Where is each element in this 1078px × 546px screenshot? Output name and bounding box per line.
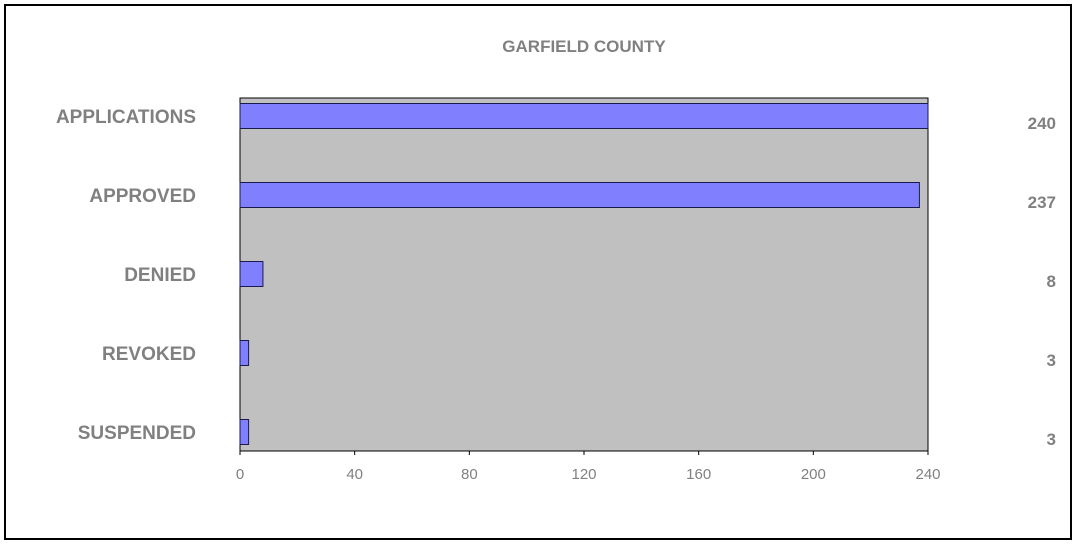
plot-area: [239, 97, 929, 452]
category-label: APPLICATIONS: [56, 107, 196, 128]
bar-revoked: [239, 340, 250, 366]
value-label: 8: [1047, 272, 1056, 291]
bar-denied: [239, 261, 264, 287]
category-label: APPROVED: [89, 186, 196, 207]
bar-approved: [239, 182, 920, 208]
x-tick-label: 160: [686, 466, 711, 483]
bars-group: [239, 103, 929, 445]
value-label: 237: [1028, 193, 1056, 212]
x-tick-label: 40: [346, 466, 363, 483]
category-label: DENIED: [124, 265, 196, 286]
x-tick-label: 0: [236, 466, 244, 483]
x-tick-label: 240: [915, 466, 940, 483]
category-label: REVOKED: [102, 344, 196, 365]
value-label: 3: [1047, 351, 1056, 370]
bar-applications: [239, 103, 929, 129]
category-label: SUSPENDED: [78, 423, 196, 444]
x-axis-ticks: 0 40 80 120 160 200 240: [236, 451, 941, 483]
value-labels: 240 237 8 3 3: [1028, 114, 1056, 449]
category-labels: APPLICATIONS APPROVED DENIED REVOKED SUSPEND…: [56, 107, 196, 444]
x-tick-label: 80: [461, 466, 478, 483]
x-tick-label: 200: [801, 466, 826, 483]
chart-title: GARFIELD COUNTY: [502, 37, 666, 56]
bar-suspended: [239, 419, 250, 445]
value-label: 240: [1028, 114, 1056, 133]
value-label: 3: [1047, 430, 1056, 449]
x-tick-label: 120: [571, 466, 596, 483]
